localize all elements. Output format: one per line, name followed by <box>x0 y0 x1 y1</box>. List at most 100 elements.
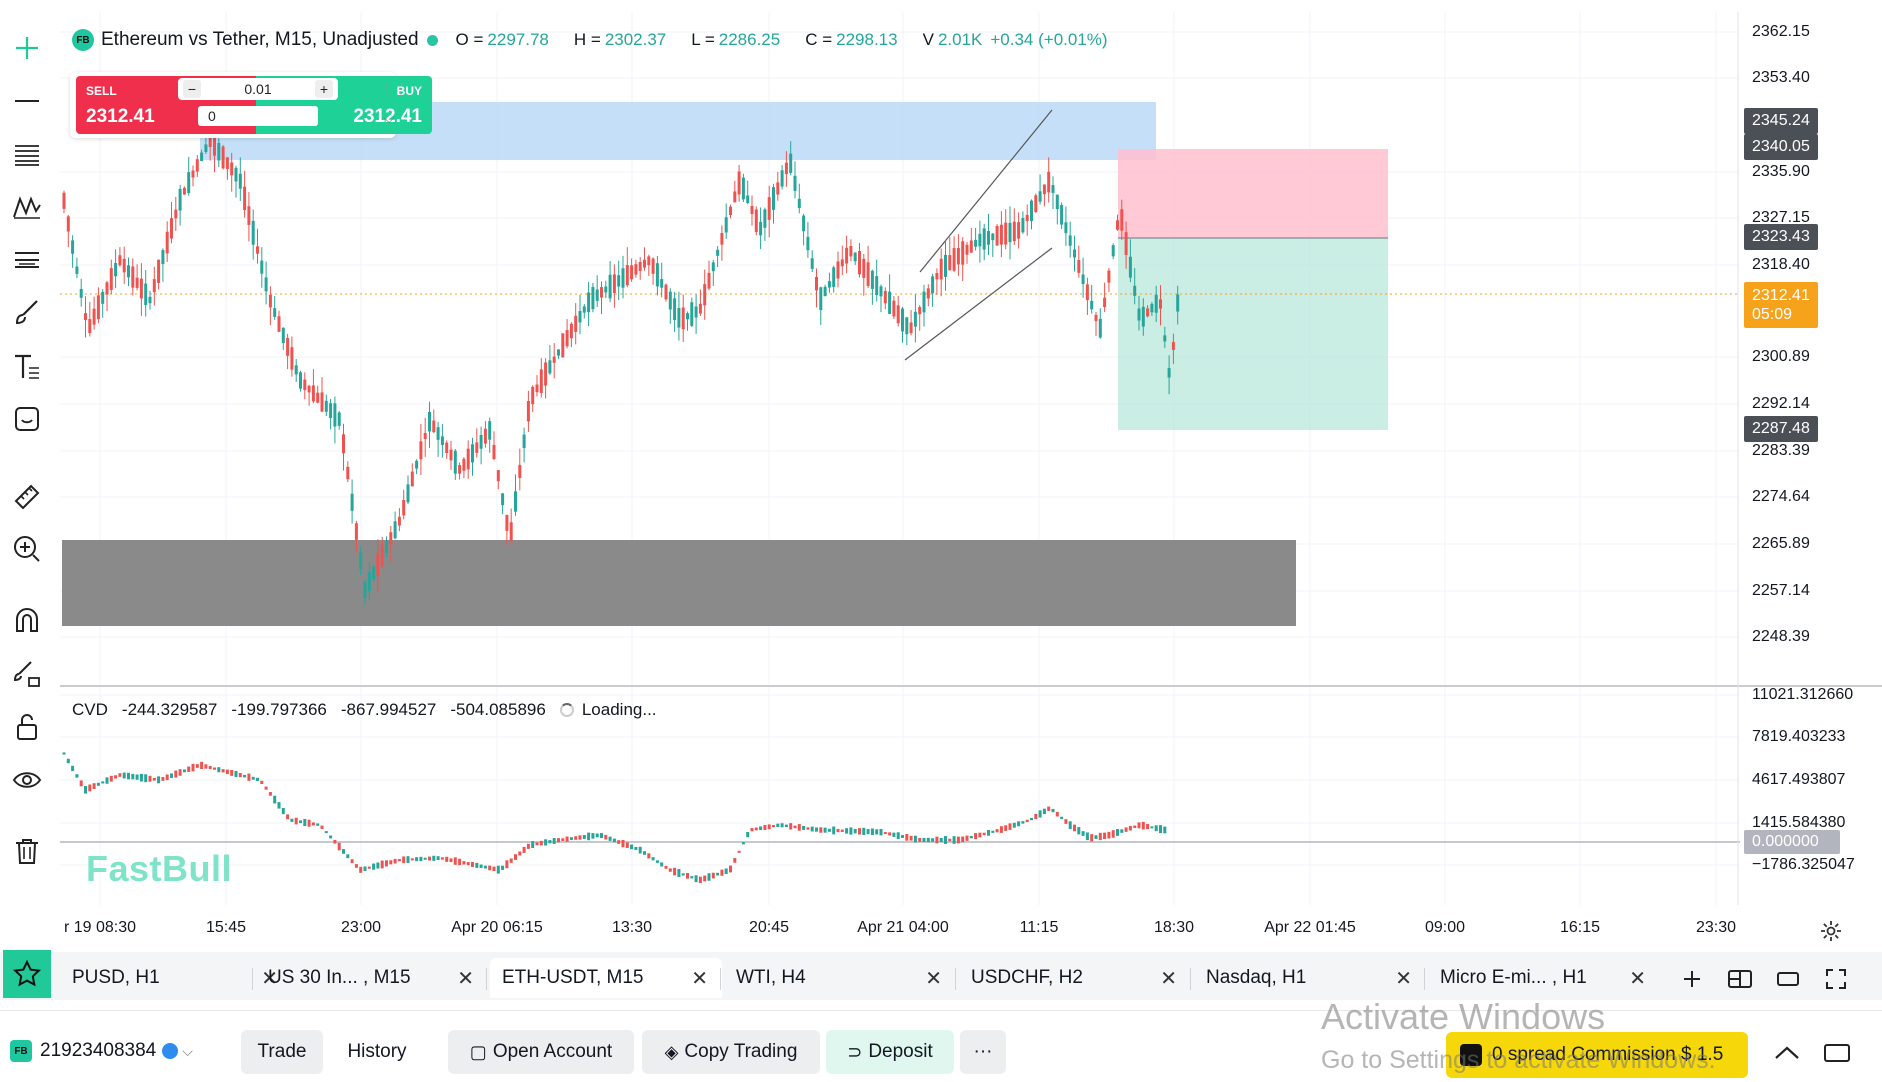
cvd-candle-body <box>896 832 900 840</box>
delete-tool[interactable] <box>6 830 48 872</box>
close-icon[interactable]: ✕ <box>457 967 474 990</box>
add-tab-button[interactable] <box>1676 963 1708 995</box>
chart-tab[interactable]: US 30 In... , M15 ✕ <box>256 958 488 998</box>
visibility-tool[interactable] <box>6 759 48 801</box>
candle-body <box>655 263 659 287</box>
history-button[interactable]: History <box>333 1030 421 1074</box>
chart-tab[interactable]: USDCHF, H2 ✕ <box>959 958 1191 998</box>
lock-drawing-tool[interactable] <box>6 653 48 695</box>
chevron-down-icon[interactable]: ⌵ <box>383 110 395 126</box>
gear-icon[interactable] <box>1819 919 1843 943</box>
panel-icon <box>1824 1044 1850 1062</box>
close-icon[interactable]: ✕ <box>691 967 708 990</box>
trend-line-1[interactable] <box>919 109 1053 273</box>
symbol-title[interactable]: Ethereum vs Tether, M15, Unadjusted <box>101 29 419 50</box>
candle-body <box>71 240 75 254</box>
cvd-candle-body <box>578 835 582 840</box>
eye-icon <box>12 772 42 788</box>
lock-all-tool[interactable] <box>6 706 48 748</box>
verified-icon <box>162 1043 179 1059</box>
candle-body <box>823 286 827 297</box>
fib-tool[interactable] <box>6 133 48 175</box>
lot-increase-button[interactable]: + <box>315 80 333 98</box>
panel-button[interactable] <box>1820 1036 1854 1070</box>
cvd-candle-body <box>1116 829 1119 836</box>
cvd-candle-body <box>1008 823 1012 830</box>
chart-tab[interactable]: WTI, H4 ✕ <box>724 958 956 998</box>
crosshair-tool[interactable] <box>6 27 48 69</box>
promo-banner[interactable]: 0 spread Commission $ 1.5 <box>1446 1032 1748 1078</box>
cvd-candle-body <box>969 836 973 839</box>
candle-body <box>1094 314 1098 322</box>
magnet-tool[interactable] <box>6 600 48 642</box>
chart-tab[interactable]: Nasdaq, H1 ✕ <box>1194 958 1426 998</box>
cvd-candle-body <box>690 876 694 879</box>
cvd-label[interactable]: CVD <box>72 700 108 719</box>
fullscreen-button[interactable] <box>1820 963 1852 995</box>
measure-tool[interactable] <box>6 474 48 516</box>
lot-decrease-button[interactable]: − <box>183 80 201 98</box>
window-icon <box>1777 972 1799 986</box>
line-tool[interactable] <box>6 80 48 122</box>
tab-separator <box>252 968 253 990</box>
candle-body <box>630 265 634 280</box>
favorites-button[interactable] <box>3 950 51 998</box>
lot-size-stepper[interactable]: − 0.01 + <box>178 78 338 100</box>
candle-body <box>608 274 612 299</box>
close-icon[interactable]: ✕ <box>261 967 278 990</box>
price-chart[interactable] <box>0 0 1882 950</box>
copy-trading-button[interactable]: ◈ Copy Trading <box>642 1030 820 1074</box>
cvd-candle-body <box>501 865 505 870</box>
close-icon[interactable]: ✕ <box>1160 967 1177 990</box>
cvd-candle-body <box>815 827 818 832</box>
more-button[interactable]: ··· <box>960 1030 1006 1074</box>
quantity-input[interactable]: 0 <box>198 106 318 126</box>
cvd-candle-body <box>686 873 689 879</box>
account-selector[interactable]: FB 21923408384 ⌵ <box>10 1033 193 1069</box>
trade-button[interactable]: Trade <box>241 1030 323 1074</box>
time-axis-label: 09:00 <box>1424 919 1466 936</box>
text-tool[interactable] <box>6 345 48 387</box>
chart-tab[interactable]: Micro E-mi... , H1 ✕ <box>1428 958 1660 998</box>
take-profit-zone[interactable] <box>1118 238 1388 430</box>
candle-body <box>1068 235 1072 246</box>
candle-body <box>1176 294 1180 312</box>
open-account-button[interactable]: ▢ Open Account <box>448 1030 634 1074</box>
chart-tab-label: Micro E-mi... , H1 <box>1440 967 1587 988</box>
cvd-candle-body <box>724 868 728 875</box>
window-button[interactable] <box>1772 963 1804 995</box>
chart-tab[interactable]: ETH-USDT, M15 ✕ <box>490 958 722 998</box>
market-status-icon <box>426 34 438 46</box>
pattern-tool[interactable] <box>6 186 48 228</box>
candle-body <box>1012 221 1016 242</box>
zoom-in-tool[interactable] <box>6 528 48 570</box>
collapse-button[interactable] <box>1770 1036 1804 1070</box>
brush-tool[interactable] <box>6 292 48 334</box>
candle-body <box>238 173 242 189</box>
copy-trading-icon: ◈ <box>664 1041 679 1062</box>
emoji-tool[interactable] <box>6 398 48 440</box>
deposit-button[interactable]: ⊃ Deposit <box>826 1030 954 1074</box>
candle-body <box>410 471 414 487</box>
candle-body <box>600 287 603 298</box>
trend-line-2[interactable] <box>904 247 1053 361</box>
drag-handle-icon[interactable]: ⋮⋮ <box>380 80 408 96</box>
stop-loss-zone[interactable] <box>1118 149 1388 238</box>
buy-button[interactable]: BUY 2312.41 <box>332 76 432 134</box>
trash-icon <box>16 839 38 864</box>
chart-tab[interactable]: PUSD, H1 ✕ <box>60 958 292 998</box>
candle-body <box>96 295 100 320</box>
demand-zone[interactable] <box>62 540 1296 626</box>
close-icon[interactable]: ✕ <box>1395 967 1412 990</box>
close-icon[interactable]: ✕ <box>925 967 942 990</box>
close-icon[interactable]: ✕ <box>1629 967 1646 990</box>
cvd-candle-body <box>1055 811 1059 817</box>
cvd-candle-body <box>965 835 969 841</box>
candle-body <box>651 258 655 274</box>
cvd-candle-body <box>1017 821 1021 827</box>
layout-button[interactable] <box>1724 963 1756 995</box>
candle-body <box>307 385 311 393</box>
current-price: 2312.41 <box>1752 287 1810 304</box>
channel-tool[interactable] <box>6 239 48 281</box>
cvd-candle-body <box>999 826 1003 833</box>
